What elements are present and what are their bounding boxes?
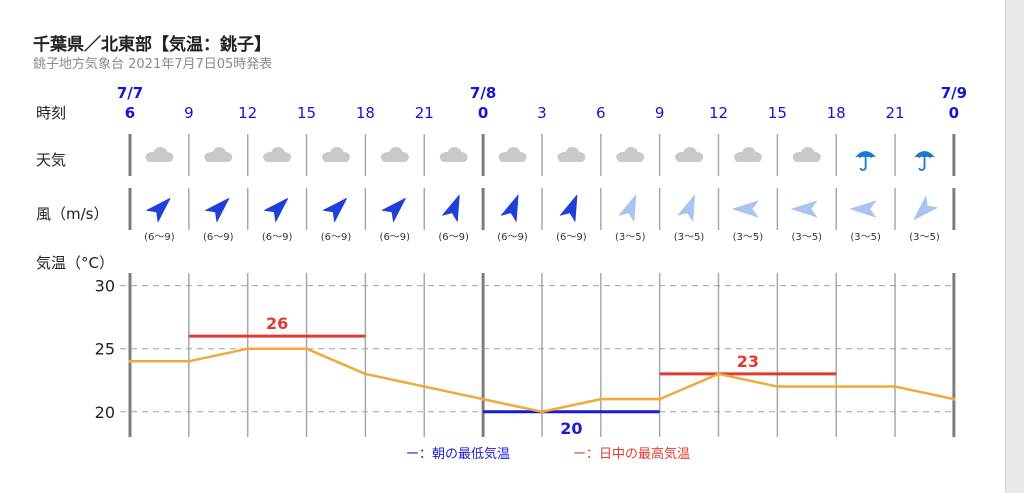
wind-speed-label: (6〜9) [203,232,234,243]
temperature-point [893,384,897,389]
wind-arrow-icon [146,197,171,223]
hour-label: 12 [709,104,728,122]
temperature-point [834,384,838,389]
hour-label: 0 [478,104,488,122]
cloud-icon [145,147,174,162]
cloud-icon [733,147,762,162]
row-label-weather: 天気 [36,151,66,169]
hour-label: 21 [886,104,905,122]
date-label: 7/7 [117,84,143,102]
wind-arrow-icon [913,195,938,221]
cloud-icon [204,147,233,162]
hour-label: 9 [184,104,194,122]
y-tick-label: 25 [95,340,115,359]
wind-speed-label: (6〜9) [438,232,469,243]
hour-label: 18 [356,104,375,122]
scrollbar-track[interactable] [1005,0,1024,493]
temperature-point [599,397,603,401]
wind-speed-label: (3〜5) [615,232,646,243]
page-title: 千葉県／北東部【気温：銚子】 [33,35,271,55]
date-label: 7/9 [941,84,967,102]
wind-arrow-icon [559,194,578,222]
y-tick-label: 20 [95,403,115,422]
wind-speed-label: (6〜9) [262,232,293,243]
hour-label: 18 [827,104,846,122]
wind-arrow-icon [618,194,637,222]
temperature-point [304,347,309,351]
min-temp-label: 20 [560,419,582,438]
temperature-point [246,347,250,351]
temperature-point [658,397,662,401]
row-label-wind: 風（m/s） [36,205,108,223]
temperature-point [716,372,721,376]
cloud-icon [792,147,821,162]
wind-arrow-icon [381,197,406,223]
temperature-point [775,384,779,389]
wind-arrow-icon [791,200,818,218]
umbrella-icon [854,151,877,171]
cloud-icon [439,147,468,162]
wind-speed-label: (6〜9) [380,232,411,243]
wind-speed-label: (3〜5) [909,232,940,243]
cloud-icon [380,147,409,162]
wind-arrow-icon [500,194,519,222]
max-temp-label: 23 [737,352,759,371]
cloud-icon [498,147,527,162]
umbrella-icon [913,151,936,171]
hour-label: 0 [949,104,959,122]
date-label: 7/8 [470,84,496,102]
hour-label: 3 [537,104,547,122]
temperature-point [540,410,544,414]
wind-arrow-icon [205,197,230,223]
y-tick-label: 30 [95,277,115,296]
temperature-point [952,397,956,401]
cloud-icon [616,147,645,162]
cloud-icon [675,147,704,162]
cloud-icon [263,147,292,162]
wind-speed-label: (3〜5) [850,232,881,243]
wind-speed-label: (6〜9) [144,232,175,243]
temperature-point [481,397,485,401]
temperature-point [128,359,132,363]
wind-arrow-icon [263,197,289,223]
legend-min-temp: ー：朝の最低気温 [406,446,510,462]
hour-label: 12 [238,104,257,122]
wind-speed-label: (6〜9) [497,232,528,243]
legend-max-temp: ー：日中の最高気温 [573,446,690,462]
wind-speed-label: (3〜5) [792,232,823,243]
wind-arrow-icon [322,197,347,223]
hour-label: 9 [655,104,665,122]
wind-arrow-icon [442,194,460,222]
row-label-temp: 気温（°C） [36,254,114,272]
hour-label: 21 [415,104,434,122]
wind-arrow-icon [732,200,759,218]
wind-speed-label: (3〜5) [674,232,705,243]
temperature-point [187,359,191,363]
hour-label: 6 [125,104,135,122]
wind-speed-label: (3〜5) [733,232,764,243]
hour-label: 15 [768,104,787,122]
row-label-time: 時刻 [36,104,66,122]
page-subtitle: 銚子地方気象台 2021年7月7日05時発表 [33,57,273,72]
temperature-point [363,372,367,376]
temperature-point [422,384,426,389]
wind-speed-label: (6〜9) [321,232,352,243]
wind-speed-label: (6〜9) [556,232,587,243]
hour-label: 15 [297,104,316,122]
cloud-icon [557,147,586,162]
wind-arrow-icon [850,200,877,218]
cloud-icon [321,147,350,162]
max-temp-label: 26 [266,314,288,333]
wind-arrow-icon [677,194,696,222]
hour-label: 6 [596,104,606,122]
